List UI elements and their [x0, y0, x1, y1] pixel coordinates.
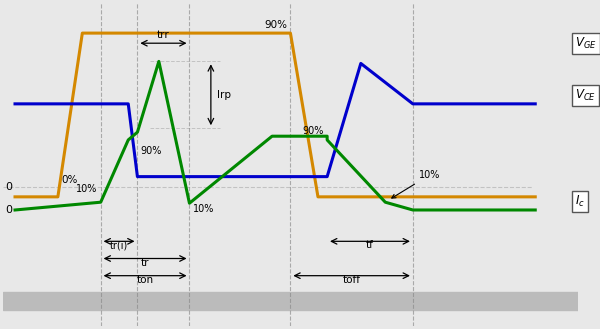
Text: 10%: 10%	[392, 170, 440, 198]
Text: tr(i): tr(i)	[110, 240, 128, 250]
Text: tr: tr	[141, 258, 149, 267]
Text: 0: 0	[5, 205, 12, 215]
Text: $I_c$: $I_c$	[575, 194, 585, 210]
Text: 0: 0	[5, 182, 12, 192]
Text: $V_{CE}$: $V_{CE}$	[575, 88, 596, 103]
Text: toff: toff	[343, 275, 361, 285]
Text: Irp: Irp	[217, 90, 231, 100]
Text: ton: ton	[137, 275, 154, 285]
Text: 10%: 10%	[193, 204, 214, 214]
Text: 90%: 90%	[265, 20, 287, 30]
Text: 0%: 0%	[61, 175, 77, 185]
Text: 10%: 10%	[76, 184, 98, 194]
Text: $V_{GE}$: $V_{GE}$	[575, 36, 596, 51]
Bar	[3, 292, 578, 310]
Text: trr: trr	[157, 30, 170, 40]
Text: 90%: 90%	[140, 146, 162, 156]
Text: tf: tf	[366, 240, 374, 250]
Text: 90%: 90%	[303, 126, 324, 136]
